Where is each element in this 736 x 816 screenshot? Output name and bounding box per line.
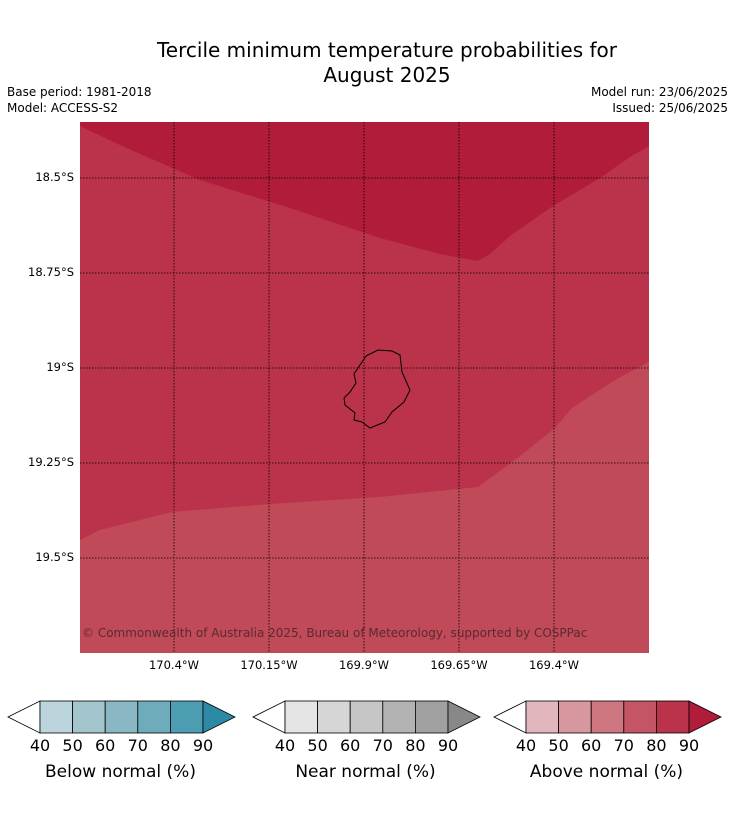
colorbar-label: Below normal (%) (45, 762, 196, 782)
meta-left: Base period: 1981-2018 Model: ACCESS-S2 (7, 84, 152, 116)
model-text: Model: ACCESS-S2 (7, 101, 119, 115)
lon-tick-label: 169.9°W (338, 658, 390, 672)
colorbar-tick-label: 80 (160, 736, 181, 755)
colorbar-tick-label: 50 (62, 736, 83, 755)
colorbar-tick-label: 70 (613, 736, 634, 755)
colorbar-segment (382, 700, 416, 734)
colorbar-extend-high (447, 700, 481, 734)
colorbar-segment (39, 700, 73, 734)
lat-tick-label: 18.75°S (28, 265, 74, 279)
colorbar-segment (623, 700, 657, 734)
grid-lines (80, 122, 649, 653)
colorbar-3 (493, 700, 722, 734)
colorbar-segment (104, 700, 139, 734)
title-line-1: Tercile minimum temperature probabilitie… (156, 38, 618, 62)
island-outline (343, 349, 411, 429)
colorbar-tick-label: 60 (581, 736, 602, 755)
colorbar-segment (317, 700, 351, 734)
zone-80-90 (80, 122, 649, 261)
colorbar-tick-label: 90 (678, 736, 700, 755)
colorbar-2 (252, 700, 481, 734)
lon-tick-label: 169.4°W (528, 658, 580, 672)
colorbar-label: Near normal (%) (295, 762, 436, 782)
issued-text: Issued: 25/06/2025 (612, 101, 728, 115)
colorbar-segment (525, 700, 559, 734)
model-run-text: Model run: 23/06/2025 (590, 85, 728, 99)
colorbar-segment (137, 700, 171, 734)
colorbar-extend-low (252, 700, 286, 734)
colorbar-tick-label: 40 (29, 736, 51, 755)
lat-tick-label: 19°S (46, 360, 74, 374)
colorbar-segment (72, 700, 106, 734)
lon-tick-label: 170.15°W (240, 658, 298, 672)
title-line-2: August 2025 (323, 63, 451, 87)
colorbar-tick-label: 40 (515, 736, 537, 755)
colorbar-tick-label: 70 (127, 736, 148, 755)
colorbar-segment (284, 700, 318, 734)
colorbar-segment (655, 700, 690, 734)
copyright-text: © Commonwealth of Australia 2025, Bureau… (82, 626, 588, 640)
colorbar-tick-label: 80 (405, 736, 426, 755)
base-period-text: Base period: 1981-2018 (7, 85, 152, 99)
lon-tick-label: 170.4°W (148, 658, 200, 672)
colorbar-segment (414, 700, 449, 734)
meta-right: Model run: 23/06/2025 Issued: 25/06/2025 (591, 84, 728, 116)
colorbar-extend-low (493, 700, 527, 734)
lat-tick-label: 18.5°S (35, 170, 74, 184)
colorbar-tick-label: 50 (548, 736, 569, 755)
lon-tick-label: 169.65°W (430, 658, 488, 672)
map-title: Tercile minimum temperature probabilitie… (0, 38, 736, 88)
colorbar-segment (349, 700, 384, 734)
colorbar-tick-label: 50 (307, 736, 328, 755)
colorbar-tick-label: 90 (437, 736, 459, 755)
colorbar-tick-label: 60 (95, 736, 116, 755)
colorbar-tick-label: 90 (192, 736, 214, 755)
lat-tick-label: 19.5°S (35, 550, 74, 564)
colorbar-tick-label: 40 (274, 736, 296, 755)
colorbar-extend-high (688, 700, 722, 734)
colorbar-segment (558, 700, 592, 734)
colorbar-extend-high (202, 700, 236, 734)
colorbar-label: Above normal (%) (529, 762, 684, 782)
colorbar-segment (169, 700, 204, 734)
colorbar-tick-label: 80 (646, 736, 667, 755)
colorbar-1 (7, 700, 236, 734)
colorbar-tick-label: 70 (372, 736, 393, 755)
colorbar-tick-label: 60 (340, 736, 361, 755)
colorbar-extend-low (7, 700, 41, 734)
colorbar-segment (590, 700, 625, 734)
lat-tick-label: 19.25°S (28, 455, 74, 469)
